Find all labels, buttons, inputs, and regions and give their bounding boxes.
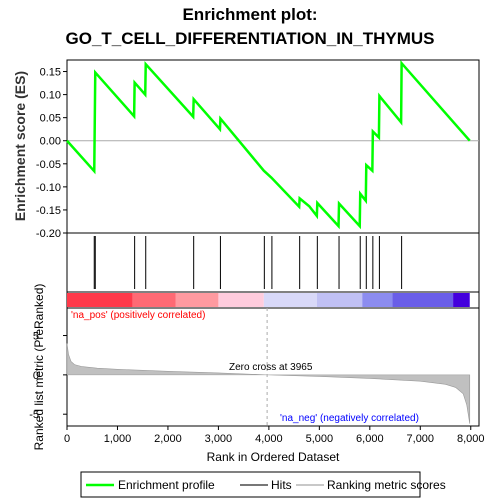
es-y-tick-label: 0.00: [40, 136, 61, 148]
colorbar-segment: [362, 293, 392, 307]
zero-cross-annotation: Zero cross at 3965: [229, 362, 313, 373]
es-y-axis-label: Enrichment score (ES): [12, 71, 28, 221]
legend-hits-label: Hits: [271, 478, 292, 492]
colorbar-segment: [317, 293, 362, 307]
colorbar-segment: [176, 293, 219, 307]
colorbar-segment: [264, 293, 317, 307]
colorbar-segment: [453, 293, 470, 307]
x-tick-label: 4,000: [255, 433, 283, 445]
x-tick-label: 0: [64, 433, 70, 445]
x-tick-label: 6,000: [356, 433, 384, 445]
es-y-tick-label: -0.10: [36, 182, 61, 194]
x-axis-label: Rank in Ordered Dataset: [207, 450, 340, 464]
es-y-axis: 0.15 0.10 0.05 0.00 -0.05 -0.10 -0.15 -0.20: [36, 67, 67, 240]
colorbar-segment: [133, 293, 176, 307]
x-tick-label: 2,000: [154, 433, 182, 445]
legend-metric-label: Ranking metric scores: [327, 478, 446, 492]
es-panel: [67, 60, 479, 233]
metric-y-axis-label: Ranked list metric (PreRanked): [32, 284, 46, 451]
hits-panel: [67, 233, 479, 292]
x-tick-label: 5,000: [306, 433, 334, 445]
x-tick-label: 3,000: [205, 433, 233, 445]
es-y-tick-label: -0.20: [36, 228, 61, 240]
neg-annotation: 'na_neg' (negatively correlated): [280, 413, 419, 424]
colorbar: [67, 293, 470, 307]
es-y-tick-label: 0.05: [40, 113, 61, 125]
es-y-tick-label: -0.05: [36, 159, 61, 171]
x-tick-label: 1,000: [104, 433, 132, 445]
colorbar-segment: [67, 293, 133, 307]
es-y-tick-label: 0.10: [40, 90, 61, 102]
x-tick-label: 7,000: [407, 433, 435, 445]
pos-annotation: 'na_pos' (positively correlated): [71, 310, 205, 321]
x-tick-label: 8,000: [457, 433, 485, 445]
x-axis: 0 1,000 2,000 3,000 4,000 5,000 6,000 7,000 8,00…: [64, 426, 485, 445]
es-y-tick-label: 0.15: [40, 67, 61, 79]
colorbar-segment: [393, 293, 454, 307]
legend-enrichment-label: Enrichment profile: [118, 478, 215, 492]
colorbar-segment: [218, 293, 263, 307]
es-y-tick-label: -0.15: [36, 205, 61, 217]
